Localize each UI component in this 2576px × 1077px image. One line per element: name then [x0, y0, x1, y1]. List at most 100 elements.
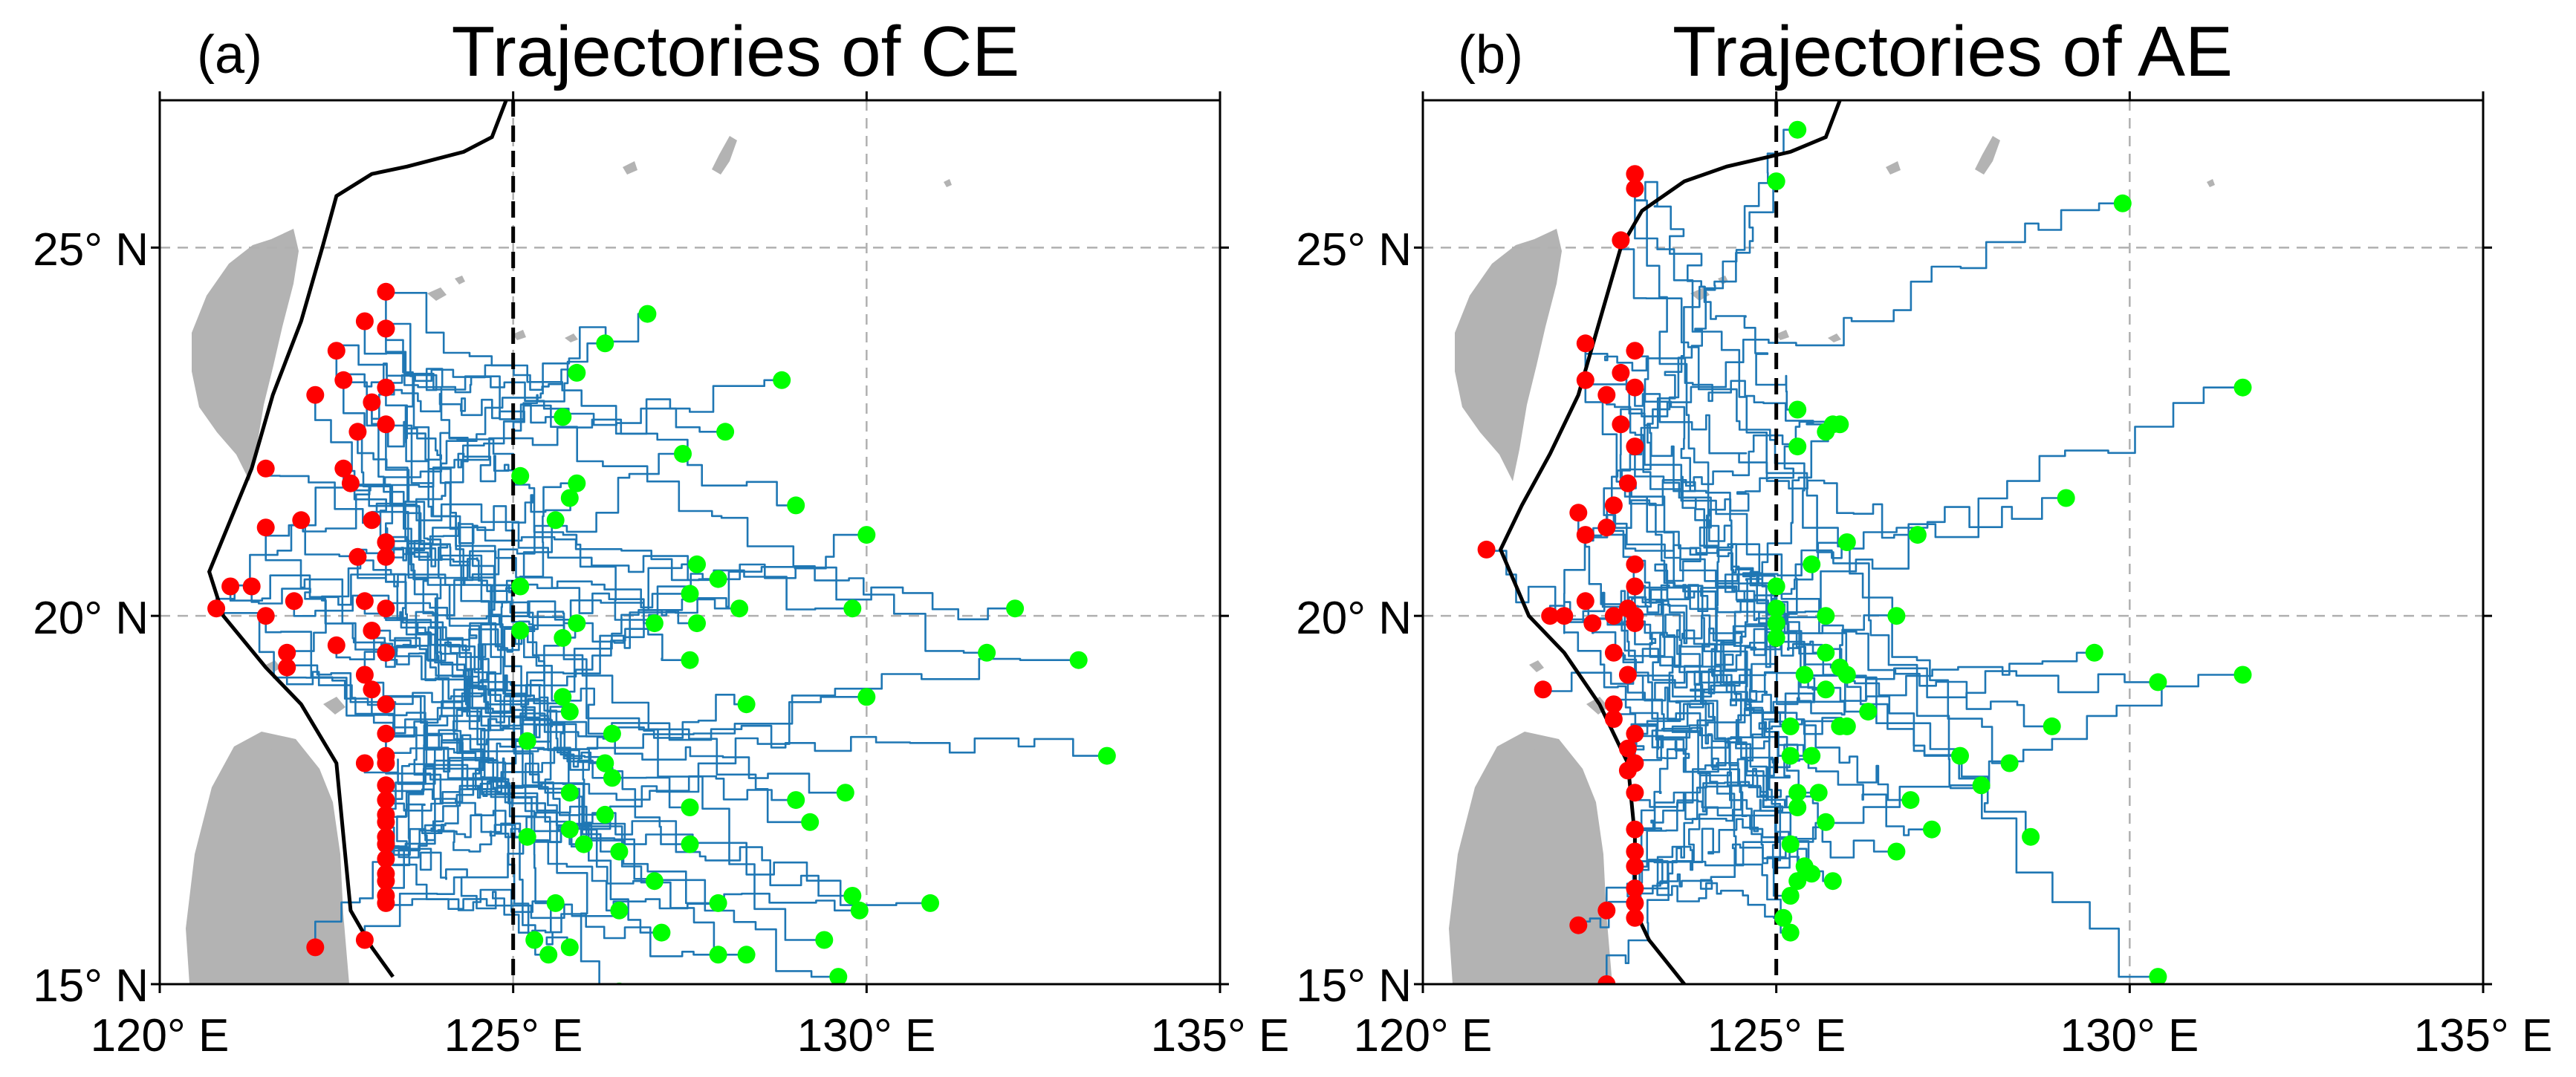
start-point: [1767, 577, 1785, 596]
start-point: [2057, 489, 2075, 507]
start-point: [1837, 666, 1856, 684]
end-point: [355, 312, 374, 331]
trajectory-track: [1634, 651, 2095, 739]
start-point: [560, 938, 579, 957]
trajectory-track: [1634, 614, 1897, 852]
y-tick-label: 15° N: [1296, 960, 1412, 1012]
end-point: [1604, 643, 1623, 662]
start-point: [511, 577, 530, 596]
start-point: [681, 585, 699, 603]
trajectory-track: [285, 652, 620, 912]
start-point: [1788, 400, 1807, 419]
start-point: [1795, 666, 1814, 684]
end-point: [256, 518, 275, 537]
trajectory-track: [1619, 424, 1805, 868]
end-point: [1612, 231, 1630, 250]
trajectory-track: [1634, 387, 1918, 539]
trajectory-track: [1634, 541, 1847, 764]
trajectory-track: [343, 380, 556, 905]
start-point: [1781, 887, 1800, 905]
trajectory-track: [1612, 505, 1960, 757]
start-point: [518, 732, 536, 750]
start-point: [1817, 813, 1835, 831]
start-point: [610, 901, 629, 920]
end-point: [1597, 901, 1616, 920]
trajectory-track: [343, 468, 811, 824]
start-point: [815, 931, 834, 949]
trajectory-track: [349, 483, 853, 611]
end-point: [377, 865, 395, 883]
start-point: [1767, 614, 1785, 633]
end-point: [1534, 680, 1552, 699]
end-point: [256, 459, 275, 478]
end-point: [327, 636, 345, 654]
end-point: [1618, 739, 1637, 758]
end-point: [1477, 540, 1496, 559]
trajectory-track: [1592, 618, 1869, 716]
trajectory-tracks: [215, 291, 1107, 984]
start-point: [1837, 533, 1856, 551]
end-point: [334, 371, 353, 389]
trajectory-track: [385, 695, 1107, 757]
end-point: [1569, 504, 1588, 522]
end-point: [1626, 165, 1644, 183]
trajectory-track: [1626, 497, 2066, 609]
trajectory-track: [385, 694, 747, 822]
start-point: [681, 835, 699, 853]
start-point: [688, 555, 706, 573]
x-tick-label: 130° E: [797, 1010, 936, 1061]
end-point: [377, 643, 395, 662]
trajectory-track: [363, 321, 690, 661]
end-point: [1626, 908, 1644, 927]
panel-a: (a) Trajectories of CE 120° E 125° E 130…: [33, 12, 1289, 1061]
trajectory-track: [1634, 616, 1800, 882]
end-point: [1626, 784, 1644, 802]
land-taiwan: [192, 229, 299, 481]
trajectory-track: [385, 291, 797, 507]
axis-ticks: [1414, 91, 2492, 993]
trajectory-track: [335, 351, 825, 941]
land-taiwan: [1455, 229, 1562, 481]
end-point: [1626, 437, 1644, 456]
start-point: [843, 887, 862, 905]
end-point: [1612, 363, 1630, 382]
start-point: [603, 769, 621, 787]
start-point: [554, 408, 572, 426]
trajectory-track: [1631, 445, 1798, 616]
end-point: [1618, 474, 1637, 492]
x-tick-label: 125° E: [444, 1010, 583, 1061]
end-point: [1576, 371, 1594, 389]
start-point: [709, 570, 727, 588]
start-point: [546, 894, 565, 912]
start-point: [2085, 643, 2103, 662]
start-point: [709, 894, 727, 912]
end-point: [1626, 754, 1644, 772]
start-point: [546, 511, 565, 530]
end-point: [1626, 378, 1644, 397]
start-point: [1823, 415, 1842, 434]
start-point: [1097, 746, 1116, 765]
start-point: [1803, 555, 1821, 573]
end-point: [363, 393, 381, 411]
trajectory-track: [1584, 380, 1819, 794]
end-point: [377, 754, 395, 772]
end-point: [292, 511, 311, 530]
start-point: [1951, 746, 1969, 765]
end-point: [278, 643, 296, 662]
start-point: [511, 466, 530, 485]
end-point: [377, 533, 395, 551]
start-point: [2113, 194, 2132, 212]
trajectory-track: [1620, 202, 2123, 425]
panel-tag: (a): [197, 25, 262, 85]
start-point: [2233, 666, 2252, 684]
end-point: [377, 547, 395, 566]
start-point: [857, 688, 876, 706]
start-point: [568, 614, 586, 633]
start-point: [518, 827, 536, 846]
end-point: [1626, 842, 1644, 861]
start-point: [568, 363, 586, 382]
end-point: [1626, 724, 1644, 743]
start-point: [645, 872, 664, 891]
start-point: [554, 628, 572, 647]
